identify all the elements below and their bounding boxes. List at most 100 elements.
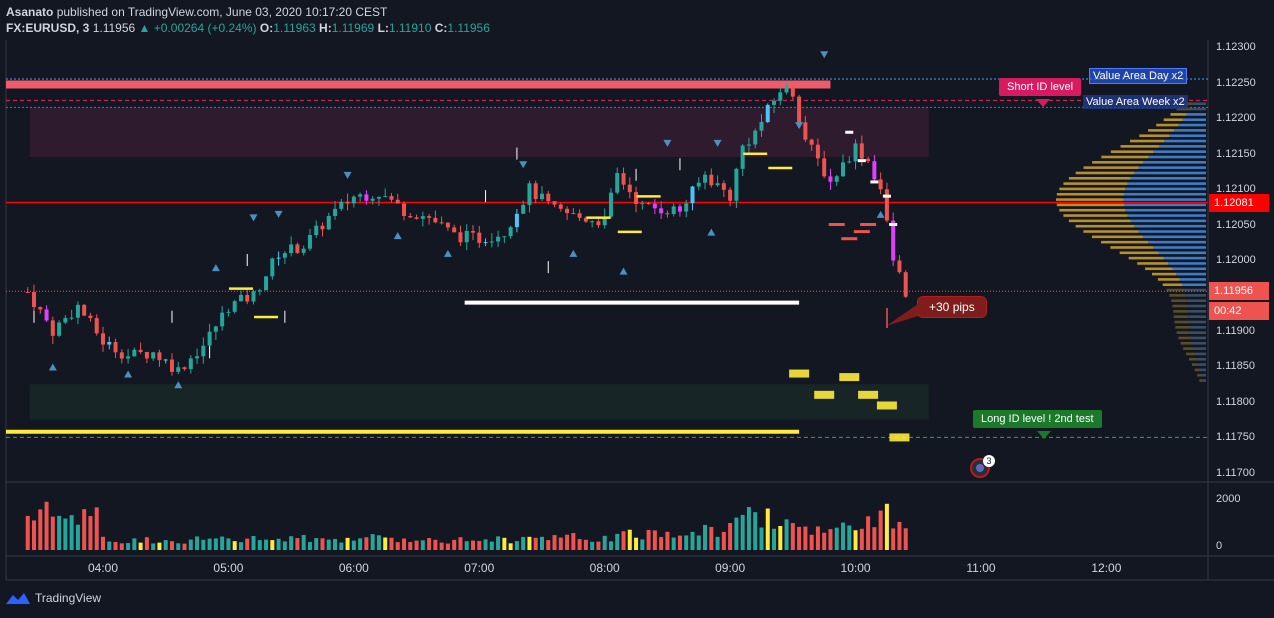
volume-bar [828, 529, 833, 550]
volume-bar [82, 509, 87, 550]
candle [333, 208, 338, 217]
time-tick-label: 05:00 [213, 561, 244, 575]
volume-bar [778, 526, 783, 550]
volume-bar [295, 538, 300, 550]
candle [376, 196, 381, 199]
volume-bar [502, 537, 507, 550]
volume-bar [358, 538, 363, 550]
candle [778, 92, 783, 101]
profile-bar [1191, 363, 1199, 366]
symbol-label[interactable]: FX:EURUSD, 3 [6, 21, 90, 35]
volume-bar [326, 539, 331, 550]
profile-bar [1182, 118, 1206, 122]
price-tick-label: 1.12000 [1216, 254, 1256, 266]
volume-bar [815, 526, 820, 550]
short-id-callout[interactable]: Short ID level [999, 78, 1082, 96]
volume-bar [690, 531, 695, 550]
short-id-level-band[interactable] [6, 80, 831, 89]
economic-event-icon[interactable]: 3 [970, 455, 995, 478]
time-tick-label: 11:00 [966, 561, 996, 575]
volume-bar [671, 537, 676, 550]
volume-bar [251, 536, 256, 550]
candle [878, 179, 883, 190]
yellow-dash [228, 287, 253, 290]
profile-bar [1171, 299, 1187, 303]
volume-bar [188, 539, 193, 550]
candle [809, 139, 814, 145]
volume-bar [257, 540, 262, 550]
author-name[interactable]: Asanato [6, 5, 54, 19]
price-axis[interactable]: 1.12300 1.12250 1.12200 1.12150 1.12100 1.120… [1208, 40, 1274, 484]
volume-bar [483, 539, 488, 550]
volume-bar [891, 528, 896, 550]
footer-brand[interactable]: TradingView [6, 591, 101, 605]
candle [25, 291, 30, 293]
candle [615, 173, 620, 193]
candle [897, 260, 902, 273]
profile-bar [1185, 294, 1206, 297]
volume-bar [878, 510, 883, 550]
profile-bar [1075, 171, 1135, 175]
candle [50, 320, 55, 336]
price-change: +0.00264 (+0.24%) [153, 21, 257, 35]
candle [753, 130, 758, 145]
candle [113, 342, 118, 353]
red-dash [853, 230, 870, 234]
volume-bar [395, 542, 400, 550]
profile-bar [1189, 326, 1206, 329]
fractal-triangle [619, 267, 628, 275]
red-dash [860, 223, 877, 227]
value-area-week-label[interactable]: Value Area Week x2 [1083, 95, 1188, 109]
long-id-level-band[interactable] [6, 429, 800, 434]
white-dash [882, 194, 891, 198]
volume-bar [351, 540, 356, 550]
profile-bar [1188, 320, 1206, 324]
volume-bar [169, 541, 174, 550]
volume-bar [333, 538, 338, 550]
profile-bar [1056, 192, 1124, 196]
yellow-block [814, 390, 835, 399]
volume-bar [558, 537, 563, 550]
candle [32, 292, 37, 308]
candle [119, 352, 124, 359]
profile-bar [1148, 155, 1206, 159]
pips-callout[interactable]: +30 pips [917, 296, 987, 318]
candle [395, 199, 400, 204]
volume-bar [88, 516, 93, 550]
volume-bar [427, 538, 432, 550]
profile-bar [1172, 304, 1188, 308]
long-id-callout[interactable]: Long ID level ! 2nd test [973, 410, 1102, 428]
volume-tick-2000: 2000 [1216, 493, 1241, 505]
profile-bar [1156, 123, 1179, 127]
volume-bar [345, 537, 350, 550]
volume-bar [809, 534, 814, 550]
candle [213, 326, 218, 332]
volume-bar [715, 536, 720, 550]
ohlc-line: FX:EURUSD, 3 1.11956 ▲ +0.00264 (+0.24%)… [6, 20, 490, 36]
candle [270, 258, 275, 277]
volume-bar [176, 543, 181, 550]
volume-bar [621, 531, 626, 550]
profile-bar [1120, 145, 1159, 148]
white-dash [857, 159, 866, 163]
white-dash [845, 130, 854, 134]
profile-bar [1125, 187, 1206, 191]
candle [728, 189, 733, 201]
low-label: L: [377, 21, 389, 35]
profile-bar [1130, 139, 1165, 143]
value-area-day-label[interactable]: Value Area Day x2 [1089, 68, 1188, 84]
volume-tick-0: 0 [1216, 540, 1223, 552]
volume-bar [220, 536, 225, 550]
profile-bar [1183, 347, 1194, 350]
profile-bar [1190, 336, 1206, 340]
volume-bar [577, 539, 582, 550]
price-tick-label: 1.12150 [1216, 147, 1256, 160]
price-tick-label: 1.12200 [1216, 112, 1256, 125]
volume-bar [803, 526, 808, 550]
profile-bar [1188, 315, 1206, 318]
fractal-triangle [211, 264, 220, 272]
candle [207, 331, 212, 346]
profile-bar [1059, 187, 1126, 191]
volume-bar [276, 538, 281, 550]
